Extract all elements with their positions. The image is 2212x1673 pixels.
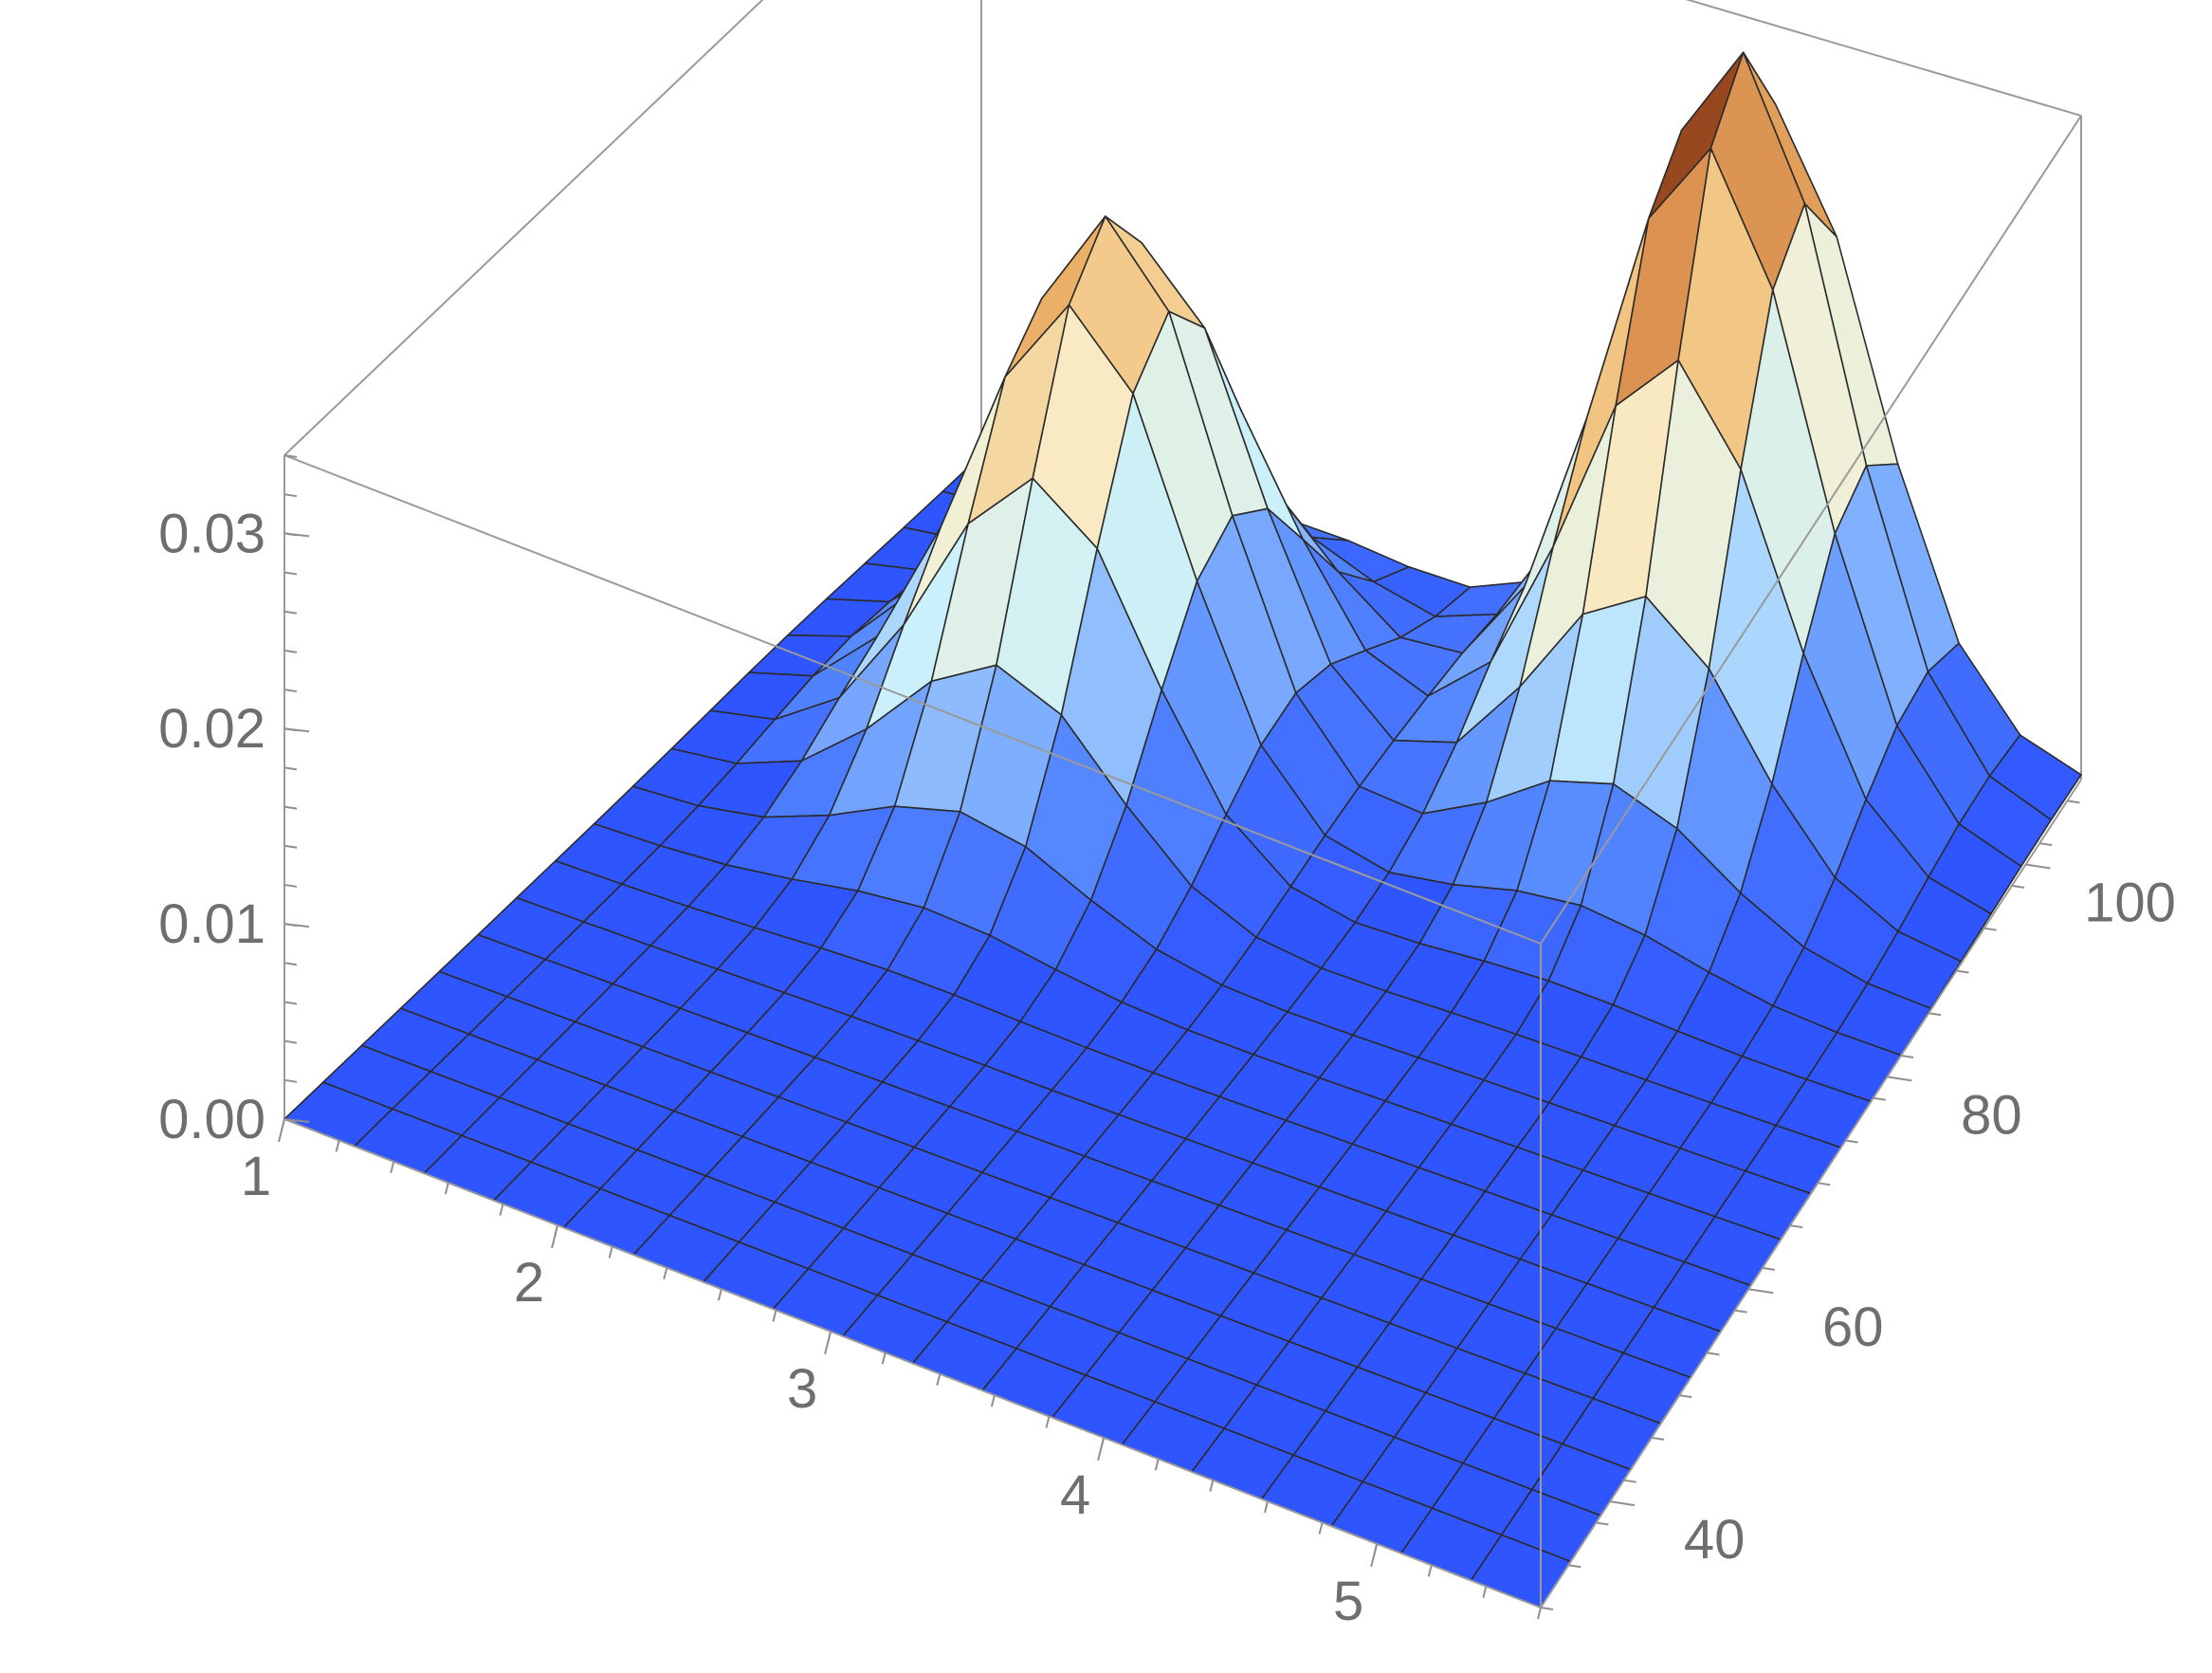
x-minor-tick [1482, 1586, 1488, 1598]
x-minor-tick [827, 1331, 832, 1344]
axis-tick-labels: 1 2 3 4 5 40 60 80 100 0.00 0.01 0.02 0.03 [158, 503, 2176, 1631]
y-minor-tick [1818, 1182, 1831, 1186]
x-minor-tick [1100, 1437, 1106, 1450]
y-tick-label: 60 [1822, 1296, 1884, 1358]
box-edge-bottom-right [1540, 779, 2082, 1609]
y-minor-tick [1983, 927, 1997, 931]
x-minor-tick [663, 1267, 668, 1279]
x-minor-tick [281, 1118, 285, 1131]
z-minor-tick [283, 727, 298, 732]
z-minor-tick [283, 493, 298, 498]
box-edge-top-back [1685, 0, 2082, 117]
x-minor-tick [1427, 1564, 1433, 1577]
z-tick-label: 0.02 [158, 698, 265, 760]
surface-mesh [283, 51, 2082, 1609]
z-minor-tick [283, 649, 298, 653]
y-minor-tick [1568, 1564, 1581, 1569]
z-minor-tick [283, 610, 298, 615]
z-minor-tick [283, 1118, 298, 1122]
x-minor-tick [554, 1224, 559, 1238]
y-tick-mark [1748, 1288, 1774, 1295]
y-minor-tick [1929, 1012, 1942, 1017]
x-minor-tick [1209, 1480, 1215, 1492]
box-edge-top-right [1540, 115, 2082, 945]
x-tick-label: 5 [1333, 1571, 1363, 1632]
box-edge-top-front [283, 454, 1542, 945]
x-minor-tick [1537, 1607, 1542, 1620]
z-minor-tick [283, 805, 298, 810]
x-minor-tick [936, 1373, 941, 1386]
y-minor-tick [1873, 1096, 1886, 1101]
y-minor-tick [1623, 1479, 1636, 1483]
y-minor-tick [1651, 1436, 1665, 1441]
z-minor-tick [283, 532, 298, 537]
axis-ticks [278, 454, 2080, 1620]
z-minor-tick [283, 962, 298, 966]
x-minor-tick [1154, 1459, 1160, 1471]
x-tick-label: 1 [241, 1146, 271, 1207]
z-minor-tick [283, 923, 298, 928]
z-minor-tick [283, 1078, 298, 1083]
z-minor-tick [283, 454, 298, 458]
y-minor-tick [1789, 1224, 1803, 1229]
x-minor-tick [1318, 1522, 1324, 1535]
x-tick-label: 2 [514, 1252, 544, 1314]
box-edge-bottom-front [283, 1118, 1542, 1609]
x-minor-tick [444, 1182, 449, 1195]
y-tick-mark [1609, 1500, 1636, 1507]
y-tick-label: 40 [1684, 1509, 1746, 1571]
x-minor-tick [881, 1352, 887, 1365]
x-minor-tick [335, 1140, 340, 1152]
y-minor-tick [1679, 1394, 1692, 1399]
x-minor-tick [390, 1161, 395, 1174]
y-tick-mark [2025, 863, 2051, 870]
y-minor-tick [1734, 1309, 1747, 1314]
z-tick-label: 0.00 [158, 1089, 265, 1150]
z-minor-tick [283, 571, 298, 576]
y-minor-tick [1956, 969, 1969, 974]
y-tick-label: 80 [1961, 1084, 2022, 1146]
x-minor-tick [772, 1310, 777, 1322]
x-minor-tick [608, 1246, 613, 1259]
z-minor-tick [283, 689, 298, 693]
x-tick-label: 3 [787, 1358, 817, 1420]
x-minor-tick [717, 1288, 722, 1301]
z-minor-tick [283, 844, 298, 849]
y-minor-tick [1540, 1607, 1554, 1610]
x-minor-tick [1263, 1500, 1269, 1514]
y-minor-tick [2067, 800, 2080, 804]
z-minor-tick [283, 883, 298, 888]
y-minor-tick [1596, 1521, 1609, 1526]
box-edge-top-left [283, 0, 764, 456]
plot-box-back [283, 0, 2082, 1119]
z-minor-tick [283, 1001, 298, 1005]
x-minor-tick [1373, 1543, 1379, 1556]
z-tick-label: 0.01 [158, 893, 265, 955]
y-minor-tick [1845, 1139, 1858, 1144]
y-minor-tick [2039, 842, 2053, 847]
y-tick-mark [1887, 1076, 1912, 1082]
x-minor-tick [499, 1204, 504, 1216]
y-minor-tick [2011, 884, 2025, 889]
y-minor-tick [1900, 1055, 1914, 1058]
plot-box-front [283, 115, 2082, 1609]
x-tick-label: 4 [1060, 1464, 1090, 1526]
z-tick-label: 0.03 [158, 503, 265, 564]
y-tick-label: 100 [2084, 873, 2176, 934]
x-minor-tick [990, 1394, 996, 1407]
z-minor-tick [283, 766, 298, 771]
z-minor-tick [283, 1039, 298, 1044]
y-minor-tick [1707, 1351, 1720, 1356]
y-minor-tick [1762, 1266, 1775, 1271]
x-minor-tick [1045, 1416, 1051, 1428]
